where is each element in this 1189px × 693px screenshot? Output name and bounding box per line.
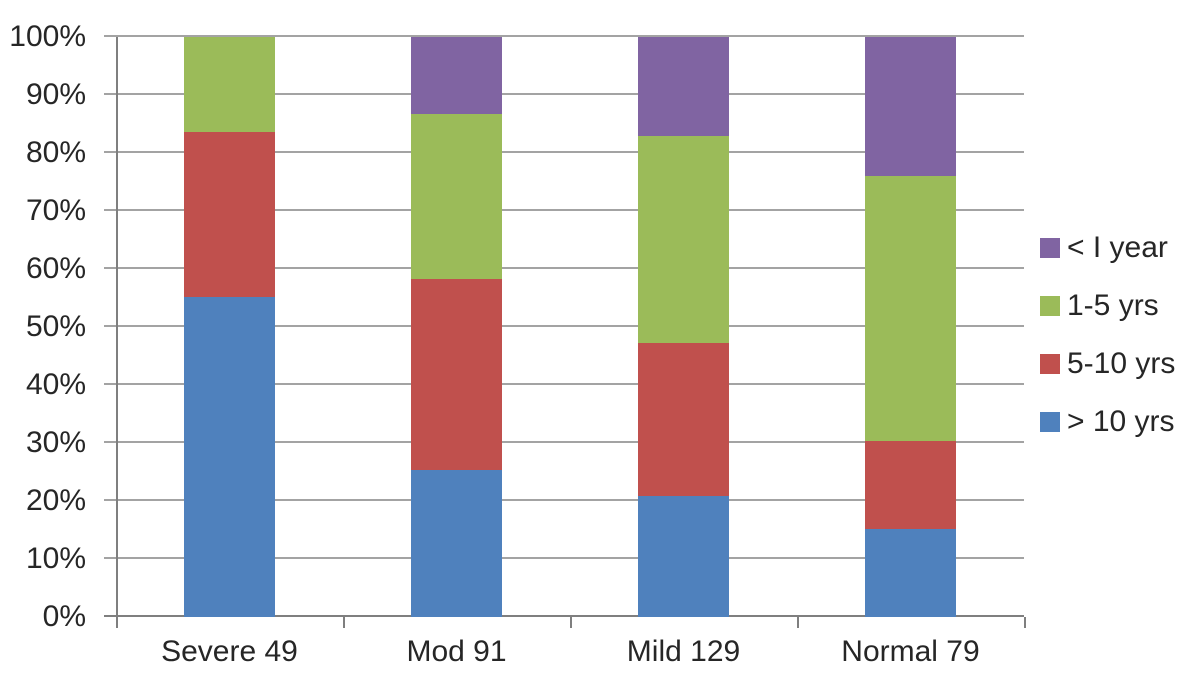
bar-segment (638, 342, 729, 496)
legend-item: 1-5 yrs (1040, 277, 1175, 335)
gridline (104, 209, 1024, 211)
plot-area (104, 35, 1026, 628)
gridline (104, 383, 1024, 385)
legend-swatch-icon (1040, 412, 1060, 432)
y-axis-tick-label: 30% (25, 426, 86, 459)
bars (116, 37, 1024, 617)
gridline (104, 151, 1024, 153)
stacked-bar (411, 37, 502, 617)
legend-swatch-icon (1040, 354, 1060, 374)
bar-slot-2 (343, 37, 570, 617)
legend-label: 1-5 yrs (1067, 289, 1159, 322)
gridline (104, 267, 1024, 269)
x-axis-line (104, 615, 1024, 617)
y-axis-tick-label: 60% (25, 252, 86, 285)
bar-segment (865, 176, 956, 441)
stacked-bar (865, 37, 956, 617)
x-axis-category-label: Severe 49 (161, 635, 298, 668)
bar-slot-1 (116, 37, 343, 617)
stacked-bar (184, 37, 275, 617)
bar-segment (865, 528, 956, 617)
x-axis-labels: Severe 49 Mod 91 Mild 129 Normal 79 (116, 634, 1024, 670)
gridline (104, 93, 1024, 95)
y-axis-tick-label: 40% (25, 368, 86, 401)
x-axis-category-label: Mod 91 (406, 635, 507, 668)
gridline (104, 441, 1024, 443)
bar-segment (865, 440, 956, 529)
gridline (104, 35, 1024, 37)
x-axis-tick-mark (116, 617, 118, 628)
y-axis-tick-label: 90% (25, 78, 86, 111)
legend-item: > 10 yrs (1040, 393, 1175, 451)
bar-segment (184, 131, 275, 298)
y-axis-labels: 0% 10% 20% 30% 40% 50% 60% 70% 80% 90% 100% (0, 20, 86, 633)
legend-swatch-icon (1040, 296, 1060, 316)
bar-segment (865, 37, 956, 177)
gridline (104, 499, 1024, 501)
y-axis-tick-label: 80% (25, 136, 86, 169)
x-axis-tick-mark (1024, 617, 1026, 628)
legend-label: 5-10 yrs (1067, 347, 1176, 380)
bar-segment (411, 279, 502, 471)
bar-segment (411, 113, 502, 280)
legend-label: > 10 yrs (1067, 405, 1175, 438)
bar-segment (638, 37, 729, 136)
bar-segment (411, 470, 502, 617)
y-axis-tick-label: 20% (25, 484, 86, 517)
x-axis-category-label: Normal 79 (841, 635, 980, 668)
stacked-bar (638, 37, 729, 617)
y-axis-tick-label: 50% (25, 310, 86, 343)
x-axis-category-label: Mild 129 (626, 635, 741, 668)
bar-slot-4 (797, 37, 1024, 617)
legend-swatch-icon (1040, 238, 1060, 258)
y-axis-tick-label: 70% (25, 194, 86, 227)
bar-slot-3 (570, 37, 797, 617)
y-axis-tick-label: 0% (42, 600, 86, 633)
gridline (104, 325, 1024, 327)
gridline (104, 557, 1024, 559)
y-axis-tick-label: 10% (25, 542, 86, 575)
bar-segment (638, 135, 729, 343)
bar-segment (184, 37, 275, 132)
legend: < I year 1-5 yrs 5-10 yrs > 10 yrs (1040, 219, 1175, 451)
legend-label: < I year (1067, 231, 1168, 264)
x-axis-tick-mark (343, 617, 345, 628)
x-axis-tick-mark (570, 617, 572, 628)
y-axis-tick-label: 100% (9, 20, 86, 53)
legend-item: < I year (1040, 219, 1175, 277)
y-axis-line (116, 37, 118, 617)
bar-segment (184, 297, 275, 617)
x-axis-tick-mark (797, 617, 799, 628)
legend-item: 5-10 yrs (1040, 335, 1175, 393)
bar-segment (638, 495, 729, 617)
bar-segment (411, 37, 502, 114)
